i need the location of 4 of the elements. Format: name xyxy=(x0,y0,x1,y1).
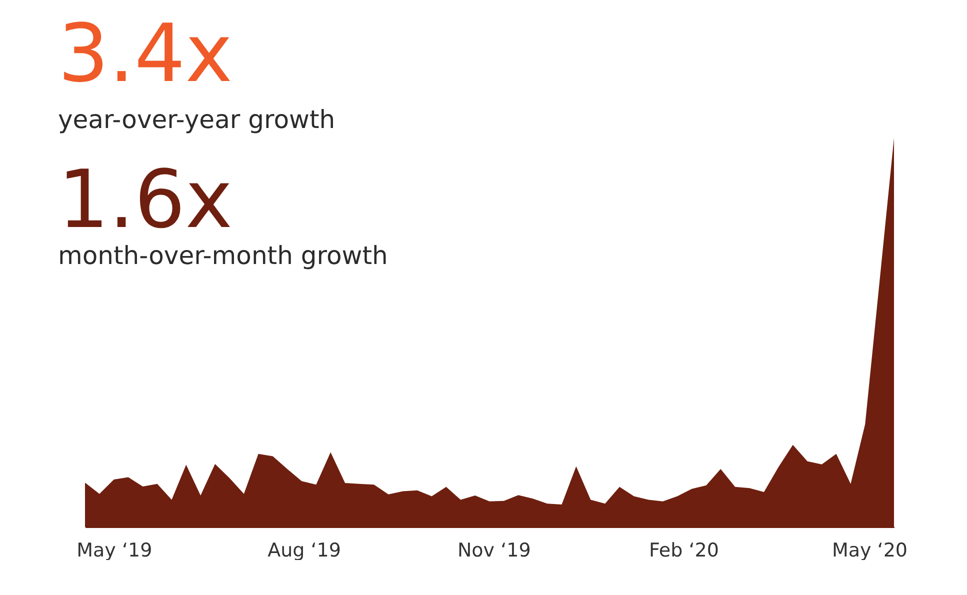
text: 3.4x xyxy=(58,7,233,100)
text: year-over-year growth xyxy=(58,105,336,134)
x-tick-label: Feb ‘20 xyxy=(649,540,719,562)
x-tick-label: Nov ‘19 xyxy=(457,540,531,562)
